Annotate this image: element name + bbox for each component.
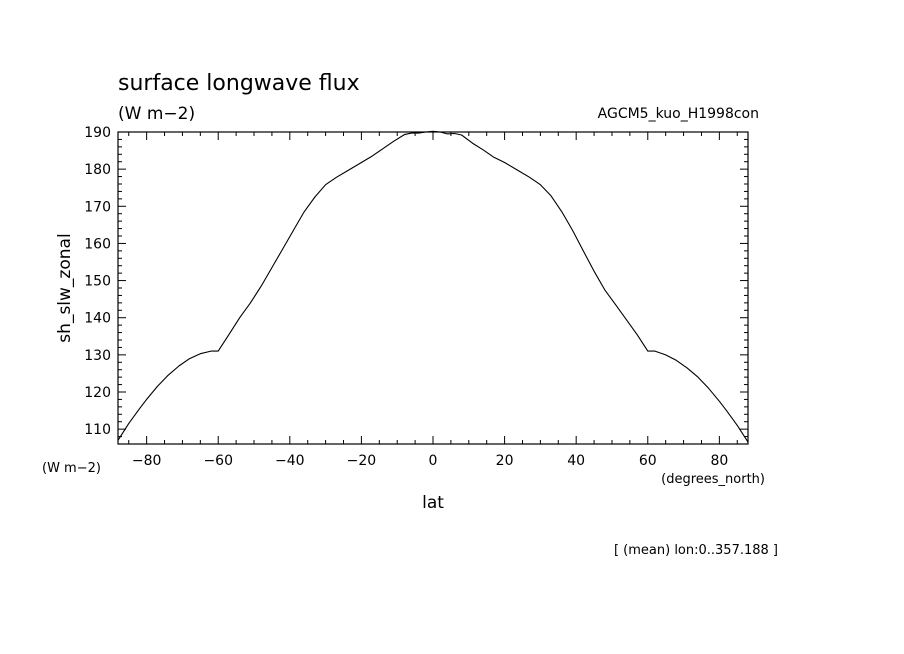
- x-tick-label: 0: [429, 453, 438, 469]
- plot-frame: [117, 131, 749, 445]
- y-tick-label: 190: [84, 125, 111, 141]
- y-axis: 110 120 130 140 150 160 170 180 190: [84, 125, 748, 438]
- y-axis-label: sh_slw_zonal: [55, 233, 75, 342]
- series-line: [117, 130, 749, 443]
- y-tick-label: 130: [84, 348, 111, 364]
- y-tick-label: 180: [84, 162, 111, 178]
- y-tick-label: 140: [84, 311, 111, 327]
- x-axis: −80 −60 −40 −20 0 20 40 60 80: [128, 132, 738, 469]
- y-tick-label: 170: [84, 199, 111, 215]
- averaging-footer: [ (mean) lon:0..357.188 ]: [614, 543, 778, 558]
- x-tick-label: 60: [639, 453, 657, 469]
- y-tick-label: 160: [84, 236, 111, 252]
- x-tick-label: −60: [203, 453, 233, 469]
- x-tick-label: −40: [275, 453, 305, 469]
- x-tick-label: 40: [567, 453, 585, 469]
- x-tick-label: −80: [132, 453, 162, 469]
- y-tick-label: 120: [84, 385, 111, 401]
- x-axis-units: (degrees_north): [661, 472, 765, 487]
- y-axis-units: (W m−2): [42, 461, 101, 476]
- x-axis-label: lat: [422, 493, 444, 513]
- chart-units-subtitle: (W m−2): [118, 104, 195, 124]
- y-tick-label: 150: [84, 274, 111, 290]
- x-tick-label: −20: [347, 453, 377, 469]
- y-tick-label: 110: [84, 422, 111, 438]
- model-label: AGCM5_kuo_H1998con: [598, 106, 759, 122]
- x-tick-label: 20: [496, 453, 514, 469]
- chart-title: surface longwave flux: [118, 71, 360, 96]
- x-tick-label: 80: [710, 453, 728, 469]
